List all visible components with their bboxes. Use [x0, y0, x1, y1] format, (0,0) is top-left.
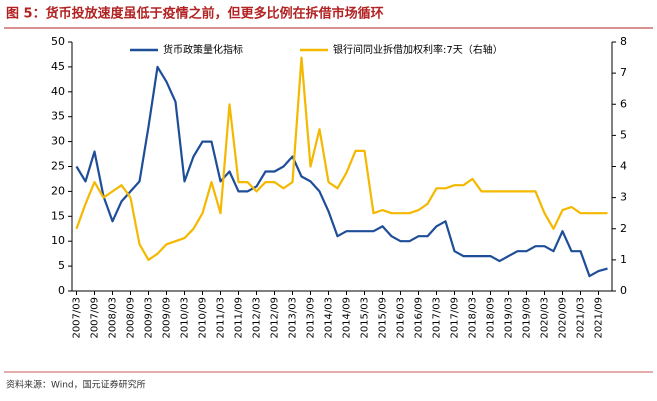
- x-tick-label: 2021/09: [594, 297, 605, 339]
- chart-title: 图 5：货币投放速度虽低于疫情之前，但更多比例在拆借市场循环: [6, 6, 384, 22]
- y-tick-label: 50: [51, 35, 65, 48]
- x-tick-label: 2013/03: [288, 297, 299, 339]
- x-tick-label: 2019/03: [504, 297, 515, 339]
- x-tick-label: 2018/09: [486, 297, 497, 339]
- x-tick-label: 2010/03: [180, 297, 191, 339]
- x-tick-label: 2011/03: [216, 297, 227, 339]
- y-tick-label: 40: [51, 85, 65, 98]
- x-tick-label: 2018/03: [468, 297, 479, 339]
- y-tick-label: 35: [51, 110, 65, 123]
- y2-tick-label: 7: [620, 66, 627, 79]
- y-tick-label: 25: [51, 160, 65, 173]
- x-tick-label: 2009/03: [144, 297, 155, 339]
- y-tick-label: 5: [58, 259, 65, 272]
- y2-tick-label: 1: [620, 253, 627, 266]
- series-line: [75, 65, 608, 278]
- series-line: [75, 56, 608, 261]
- y2-tick-label: 4: [620, 160, 627, 173]
- x-tick-label: 2007/03: [72, 297, 83, 339]
- x-tick-label: 2020/09: [558, 297, 569, 339]
- y-tick-label: 15: [51, 209, 65, 222]
- source: 资料来源：Wind，国元证券研究所: [6, 379, 146, 391]
- legend-label: 货币政策量化指标: [163, 43, 243, 56]
- y2-tick-label: 0: [620, 284, 627, 297]
- y2-tick-label: 5: [620, 128, 627, 141]
- y-tick-label: 10: [51, 234, 65, 247]
- x-tick-label: 2009/09: [162, 297, 173, 339]
- x-tick-label: 2015/03: [360, 297, 371, 339]
- x-tick-label: 2020/03: [540, 297, 551, 339]
- x-tick-label: 2013/09: [306, 297, 317, 339]
- x-tick-label: 2008/03: [108, 297, 119, 339]
- x-tick-label: 2015/09: [378, 297, 389, 339]
- x-tick-label: 2017/03: [432, 297, 443, 339]
- y2-tick-label: 8: [620, 35, 627, 48]
- x-tick-label: 2016/09: [414, 297, 425, 339]
- x-tick-label: 2012/09: [270, 297, 281, 339]
- x-tick-label: 2012/03: [252, 297, 263, 339]
- legend-label: 银行间同业拆借加权利率:7天（右轴）: [333, 43, 503, 56]
- x-tick-label: 2011/09: [234, 297, 245, 339]
- x-tick-label: 2014/03: [324, 297, 335, 339]
- y2-tick-label: 3: [620, 191, 627, 204]
- y2-tick-label: 2: [620, 222, 627, 235]
- y-tick-label: 45: [51, 60, 65, 73]
- x-tick-label: 2017/09: [450, 297, 461, 339]
- y-tick-label: 0: [58, 284, 65, 297]
- y-tick-label: 20: [51, 184, 65, 197]
- x-tick-label: 2014/09: [342, 297, 353, 339]
- x-tick-label: 2007/09: [90, 297, 101, 339]
- x-tick-label: 2008/09: [126, 297, 137, 339]
- x-tick-label: 2010/09: [198, 297, 209, 339]
- y-tick-label: 30: [51, 135, 65, 148]
- y2-tick-label: 6: [620, 97, 627, 110]
- x-tick-label: 2021/03: [576, 297, 587, 339]
- x-tick-label: 2016/03: [396, 297, 407, 339]
- x-tick-label: 2019/09: [522, 297, 533, 339]
